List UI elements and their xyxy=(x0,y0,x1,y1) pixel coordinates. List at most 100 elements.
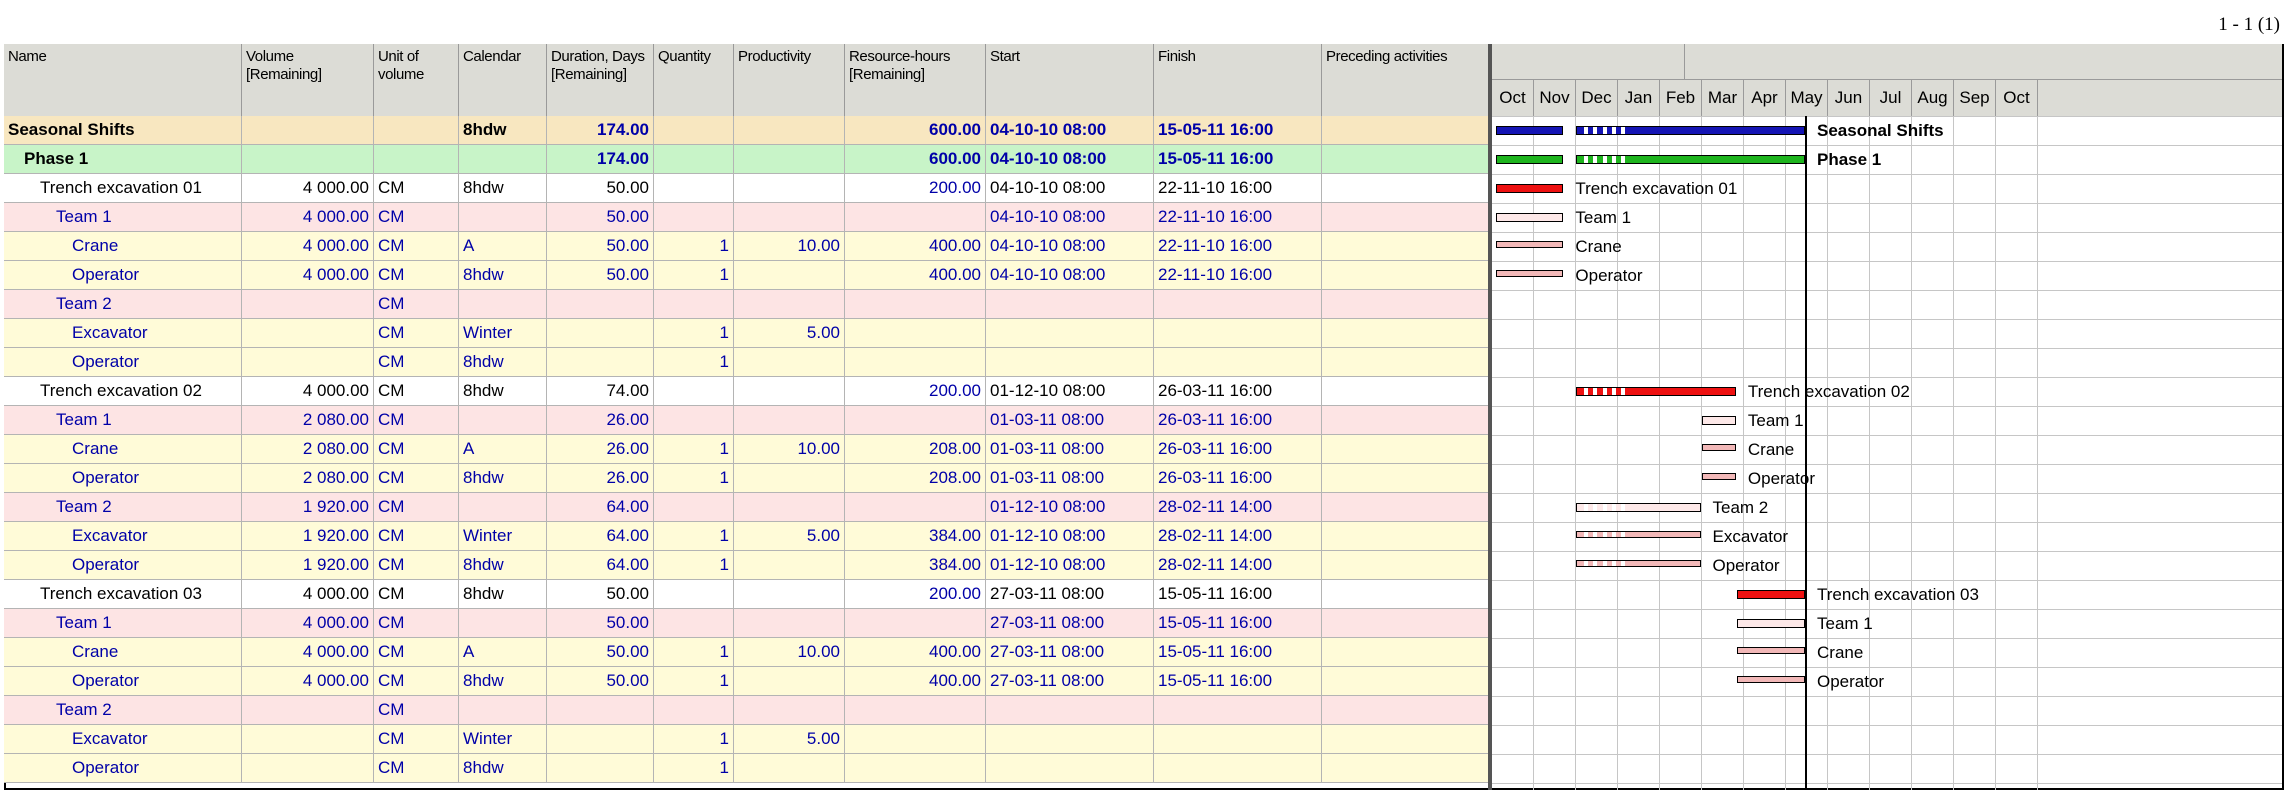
cell-resource-hours[interactable]: 600.00 xyxy=(845,116,986,145)
cell-productivity[interactable] xyxy=(734,203,845,232)
cell-preceding[interactable] xyxy=(1322,464,1492,493)
cell-productivity[interactable]: 10.00 xyxy=(734,232,845,261)
cell-duration[interactable] xyxy=(547,348,654,377)
cell-finish[interactable] xyxy=(1154,696,1322,725)
cell-quantity[interactable] xyxy=(654,493,734,522)
cell-volume[interactable]: 4 000.00 xyxy=(242,667,374,696)
cell-quantity[interactable]: 1 xyxy=(654,435,734,464)
cell-preceding[interactable] xyxy=(1322,261,1492,290)
cell-resource-hours[interactable] xyxy=(845,348,986,377)
cell-calendar[interactable]: 8hdw xyxy=(459,667,547,696)
gantt-bar[interactable] xyxy=(1576,155,1805,164)
cell-name[interactable]: Excavator xyxy=(4,522,242,551)
cell-quantity[interactable]: 1 xyxy=(654,348,734,377)
col-header-quantity[interactable]: Quantity xyxy=(654,44,734,116)
gantt-bar[interactable] xyxy=(1737,676,1805,683)
cell-duration[interactable] xyxy=(547,725,654,754)
gantt-bar[interactable] xyxy=(1496,155,1564,164)
gantt-bar[interactable] xyxy=(1496,184,1564,193)
cell-calendar[interactable] xyxy=(459,203,547,232)
cell-unit[interactable]: CM xyxy=(374,580,459,609)
cell-duration[interactable]: 50.00 xyxy=(547,580,654,609)
cell-start[interactable] xyxy=(986,754,1154,783)
col-header-calendar[interactable]: Calendar xyxy=(459,44,547,116)
cell-calendar[interactable]: 8hdw xyxy=(459,551,547,580)
cell-resource-hours[interactable]: 200.00 xyxy=(845,174,986,203)
cell-quantity[interactable] xyxy=(654,406,734,435)
cell-unit[interactable]: CM xyxy=(374,522,459,551)
cell-duration[interactable] xyxy=(547,319,654,348)
cell-calendar[interactable] xyxy=(459,145,547,174)
cell-resource-hours[interactable] xyxy=(845,696,986,725)
cell-calendar[interactable]: Winter xyxy=(459,319,547,348)
cell-productivity[interactable]: 10.00 xyxy=(734,435,845,464)
cell-preceding[interactable] xyxy=(1322,667,1492,696)
cell-calendar[interactable]: Winter xyxy=(459,725,547,754)
table-row[interactable]: Crane 2 080.00 CM A 26.00 1 10.00 208.00 01-03-1… xyxy=(4,435,1492,464)
cell-start[interactable] xyxy=(986,319,1154,348)
cell-unit[interactable]: CM xyxy=(374,348,459,377)
cell-start[interactable]: 27-03-11 08:00 xyxy=(986,580,1154,609)
col-header-productivity[interactable]: Productivity xyxy=(734,44,845,116)
cell-calendar[interactable]: 8hdw xyxy=(459,377,547,406)
cell-start[interactable]: 04-10-10 08:00 xyxy=(986,116,1154,145)
cell-preceding[interactable] xyxy=(1322,174,1492,203)
cell-volume[interactable] xyxy=(242,696,374,725)
cell-duration[interactable]: 26.00 xyxy=(547,464,654,493)
table-row[interactable]: Excavator 1 920.00 CM Winter 64.00 1 5.00 384.0… xyxy=(4,522,1492,551)
cell-preceding[interactable] xyxy=(1322,696,1492,725)
col-header-start[interactable]: Start xyxy=(986,44,1154,116)
gantt-bar[interactable] xyxy=(1496,270,1564,277)
gantt-bar[interactable] xyxy=(1737,619,1805,628)
cell-productivity[interactable] xyxy=(734,290,845,319)
table-row[interactable]: Crane 4 000.00 CM A 50.00 1 10.00 400.00 27-03-1… xyxy=(4,638,1492,667)
cell-quantity[interactable]: 1 xyxy=(654,319,734,348)
cell-duration[interactable]: 64.00 xyxy=(547,551,654,580)
cell-volume[interactable]: 2 080.00 xyxy=(242,435,374,464)
cell-productivity[interactable]: 5.00 xyxy=(734,522,845,551)
cell-finish[interactable]: 26-03-11 16:00 xyxy=(1154,377,1322,406)
cell-duration[interactable]: 50.00 xyxy=(547,667,654,696)
cell-productivity[interactable] xyxy=(734,116,845,145)
cell-preceding[interactable] xyxy=(1322,116,1492,145)
cell-duration[interactable] xyxy=(547,290,654,319)
cell-duration[interactable]: 50.00 xyxy=(547,609,654,638)
cell-start[interactable]: 01-12-10 08:00 xyxy=(986,493,1154,522)
cell-resource-hours[interactable] xyxy=(845,203,986,232)
col-header-unit[interactable]: Unit of volume xyxy=(374,44,459,116)
cell-unit[interactable]: CM xyxy=(374,203,459,232)
cell-productivity[interactable] xyxy=(734,261,845,290)
cell-volume[interactable]: 2 080.00 xyxy=(242,406,374,435)
cell-start[interactable] xyxy=(986,348,1154,377)
cell-volume[interactable]: 4 000.00 xyxy=(242,261,374,290)
cell-duration[interactable]: 50.00 xyxy=(547,261,654,290)
cell-duration[interactable]: 50.00 xyxy=(547,232,654,261)
cell-duration[interactable]: 50.00 xyxy=(547,203,654,232)
cell-volume[interactable]: 2 080.00 xyxy=(242,464,374,493)
cell-unit[interactable]: CM xyxy=(374,696,459,725)
cell-start[interactable]: 01-12-10 08:00 xyxy=(986,522,1154,551)
cell-unit[interactable]: CM xyxy=(374,493,459,522)
cell-preceding[interactable] xyxy=(1322,609,1492,638)
cell-calendar[interactable] xyxy=(459,696,547,725)
cell-volume[interactable]: 4 000.00 xyxy=(242,203,374,232)
cell-quantity[interactable] xyxy=(654,203,734,232)
cell-resource-hours[interactable]: 384.00 xyxy=(845,551,986,580)
cell-unit[interactable]: CM xyxy=(374,232,459,261)
cell-resource-hours[interactable]: 384.00 xyxy=(845,522,986,551)
cell-calendar[interactable] xyxy=(459,493,547,522)
cell-duration[interactable]: 26.00 xyxy=(547,406,654,435)
cell-finish[interactable]: 26-03-11 16:00 xyxy=(1154,406,1322,435)
table-row[interactable]: Team 2 CM xyxy=(4,290,1492,319)
cell-name[interactable]: Excavator xyxy=(4,319,242,348)
cell-productivity[interactable] xyxy=(734,609,845,638)
cell-quantity[interactable]: 1 xyxy=(654,725,734,754)
table-row[interactable]: Phase 1 174.00 600.00 04-10-10 08:00 15-05-1… xyxy=(4,145,1492,174)
cell-calendar[interactable]: A xyxy=(459,638,547,667)
gantt-bar[interactable] xyxy=(1496,213,1564,222)
cell-duration[interactable]: 174.00 xyxy=(547,145,654,174)
cell-finish[interactable]: 15-05-11 16:00 xyxy=(1154,609,1322,638)
table-row[interactable]: Excavator CM Winter 1 5.00 xyxy=(4,725,1492,754)
cell-name[interactable]: Operator xyxy=(4,754,242,783)
cell-preceding[interactable] xyxy=(1322,638,1492,667)
